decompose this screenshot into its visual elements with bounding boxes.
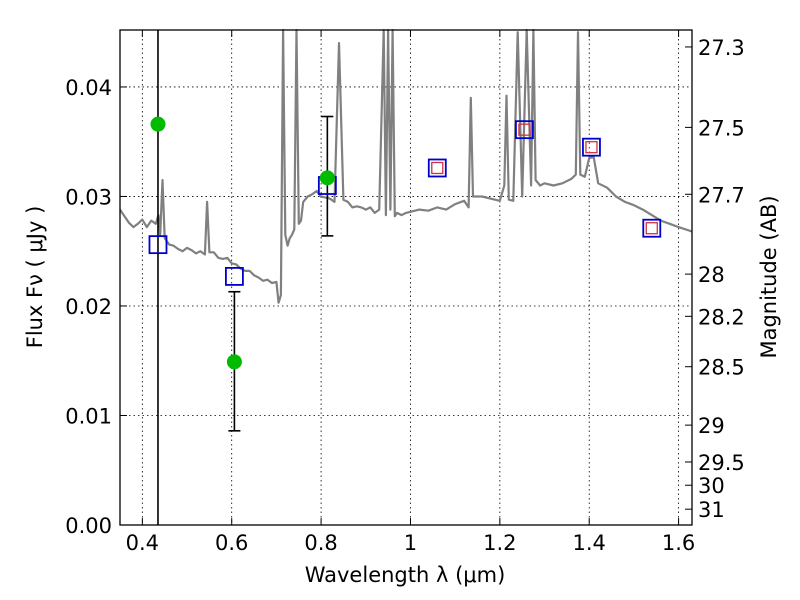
band-inner-square [431, 161, 444, 175]
model-band-square [148, 235, 168, 255]
y-tick-label: 0.03 [65, 185, 112, 209]
observed-point [150, 116, 166, 132]
model-sed-line [119, 28, 693, 304]
plot-frame [119, 29, 693, 526]
mag-tick-label: 30 [698, 474, 725, 498]
x-tick-label: 1.4 [573, 531, 606, 555]
y-tick-label: 0.04 [65, 76, 112, 100]
error-bars [157, 30, 334, 525]
y-axis-title: Flux Fν ( μJy ) [23, 206, 47, 349]
model-band-square [224, 267, 244, 286]
y-tick-label: 0.02 [65, 295, 112, 319]
x-tick-label: 1.2 [483, 531, 516, 555]
model-band-square [515, 120, 534, 140]
markers [148, 116, 662, 370]
model-sed-layer [119, 28, 693, 304]
x-tick-label: 1.6 [662, 531, 695, 555]
mag-tick-label: 27.5 [698, 116, 745, 140]
y-tick-label: 0.00 [65, 514, 112, 538]
observed-point [319, 170, 335, 186]
model-band-square [427, 158, 447, 178]
mag-tick-label: 31 [698, 498, 725, 522]
band-inner-square [518, 123, 531, 136]
mag-tick-label: 28.2 [698, 305, 745, 329]
x-axis-title: Wavelength λ (μm) [305, 563, 506, 587]
band-inner-square [645, 222, 658, 235]
mag-tick-label: 29 [698, 414, 725, 438]
mag-tick-label: 29.5 [698, 451, 745, 475]
y-tick-label: 0.01 [65, 404, 112, 428]
grid-lines [120, 30, 692, 525]
band-inner-square [585, 141, 598, 154]
x-tick-label: 0.4 [126, 531, 159, 555]
x-tick-label: 0.6 [215, 531, 248, 555]
model-band-square [582, 137, 601, 157]
observed-point [226, 354, 242, 370]
mag-tick-label: 27.3 [698, 36, 745, 60]
mag-tick-label: 27.7 [698, 183, 745, 207]
ticks: 0.4 0.6 0.8 1 1.2 1.4 1.6 0.00 0.01 0.02 0.03 0.04 2… [65, 30, 745, 555]
mag-tick-label: 28 [698, 263, 725, 287]
x-tick-label: 1 [404, 531, 417, 555]
y2-axis-title: Magnitude (AB) [757, 195, 781, 358]
mag-tick-label: 28.5 [698, 356, 745, 380]
model-band-square [642, 218, 662, 238]
x-tick-label: 0.8 [304, 531, 337, 555]
